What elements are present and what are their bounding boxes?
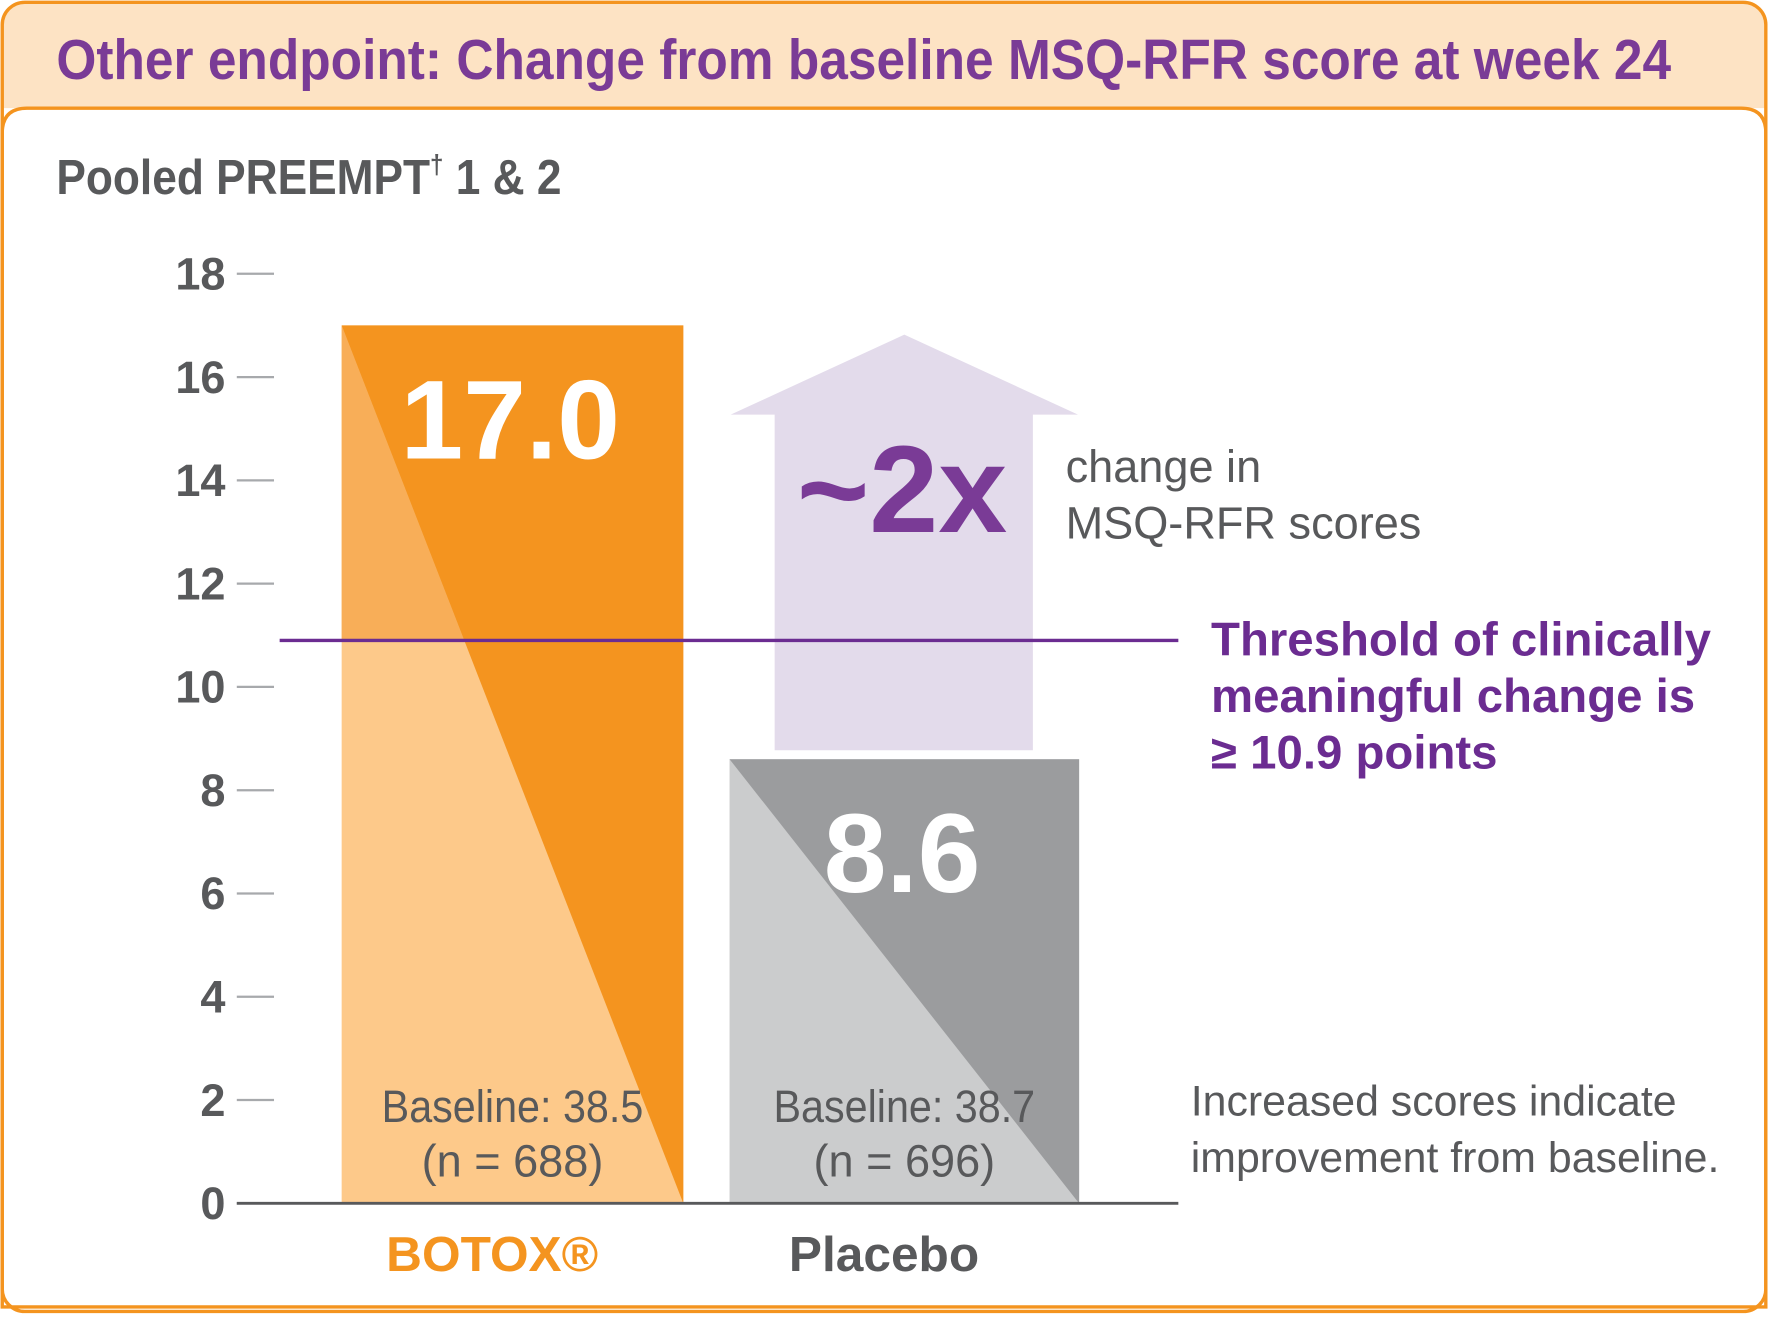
footnote-text: improvement from baseline. — [1191, 1134, 1720, 1182]
arrow-multiplier-label: ~2x — [797, 421, 1007, 559]
arrow-caption: change in — [1066, 441, 1262, 492]
n-label: (n = 688) — [422, 1135, 604, 1186]
y-tick-label: 18 — [175, 249, 225, 300]
bar-value-label: 17.0 — [401, 356, 620, 482]
bar-value-label: 8.6 — [824, 790, 981, 916]
baseline-label: Baseline: 38.5 — [382, 1081, 644, 1132]
header-title: Other endpoint: Change from baseline MSQ… — [56, 28, 1671, 91]
arrow-caption: MSQ-RFR scores — [1066, 498, 1422, 549]
baseline-label: Baseline: 38.7 — [774, 1081, 1036, 1132]
y-tick-label: 2 — [200, 1075, 225, 1126]
y-tick-label: 4 — [200, 972, 225, 1023]
y-tick-label: 16 — [175, 352, 225, 403]
y-tick-label: 10 — [175, 662, 225, 713]
y-tick-label: 14 — [175, 455, 225, 506]
y-tick-label: 12 — [175, 558, 225, 609]
threshold-label: Threshold of clinically — [1211, 614, 1712, 667]
footnote-text: Increased scores indicate — [1191, 1077, 1677, 1125]
n-label: (n = 696) — [813, 1135, 995, 1186]
threshold-label: ≥ 10.9 points — [1211, 726, 1497, 779]
y-tick-label: 6 — [200, 868, 225, 919]
category-label: BOTOX® — [386, 1226, 598, 1282]
y-tick-label: 8 — [200, 765, 225, 816]
category-label: Placebo — [789, 1226, 979, 1282]
threshold-label: meaningful change is — [1211, 670, 1695, 723]
y-tick-label: 0 — [200, 1178, 225, 1229]
bar-diagonal-shade — [341, 325, 684, 1204]
comparison-arrow — [730, 334, 1078, 751]
header-band — [2, 2, 1766, 109]
subtitle: Pooled PREEMPT† 1 & 2 — [56, 149, 561, 205]
